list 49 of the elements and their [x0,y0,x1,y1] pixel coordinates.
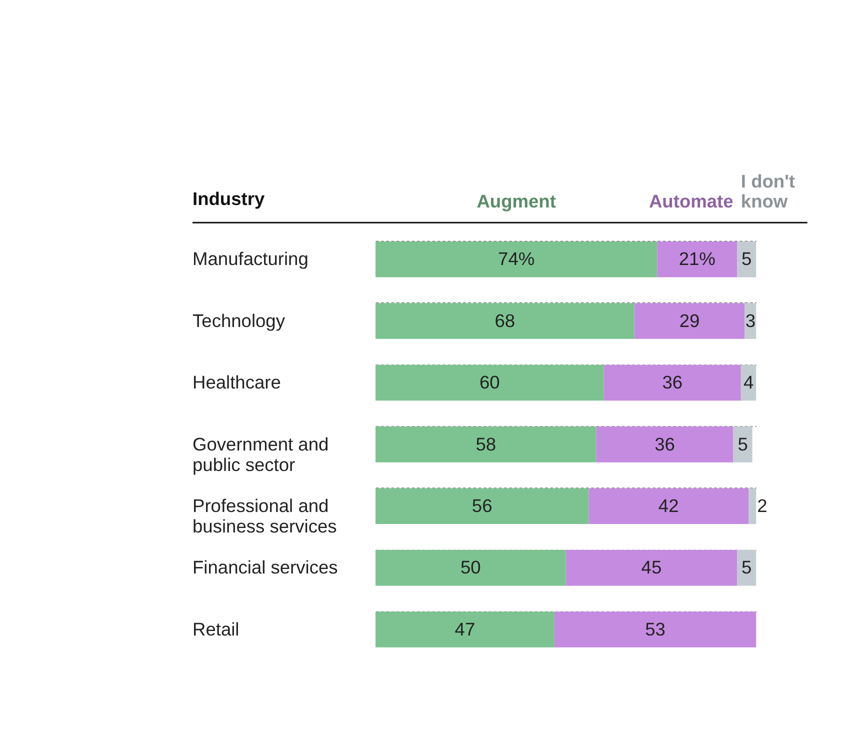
bar [376,303,634,339]
bar [566,550,738,586]
data-label: 5 [738,433,748,454]
y-tick-label: Technology [192,310,286,331]
series-label: I don't know [740,170,796,212]
data-label: 47 [454,618,476,640]
bar [376,612,554,648]
bar [554,612,756,648]
data-label: 42 [658,494,679,516]
y-tick-label: Manufacturing [192,248,308,270]
bar [657,241,738,278]
data-label: 60 [480,372,500,393]
bar [588,488,749,524]
data-label: 5 [742,248,752,270]
bar [376,426,596,462]
data-label: 3 [745,310,756,331]
bar [604,364,741,401]
bar [748,488,756,524]
y-axis-title: Industry [192,188,266,210]
data-label: 4 [743,372,754,393]
data-label: 68 [494,310,516,331]
bar [596,426,734,462]
bar [737,241,756,278]
series-label: Automate [648,190,734,212]
data-label: 58 [476,433,496,454]
bar [376,550,566,586]
data-label: 5 [742,556,752,578]
y-tick-label: Government and public sector [192,433,329,475]
data-label: 21% [678,248,716,270]
data-label: 36 [654,433,675,454]
y-tick-label: Retail [192,618,240,640]
data-label: 74% [498,248,535,270]
data-label: 36 [662,372,683,393]
bar [634,303,745,339]
data-label: 56 [472,494,492,516]
data-label: 50 [460,556,481,578]
y-tick-label: Financial services [192,556,338,578]
data-label: 53 [645,618,666,640]
bar [733,426,752,462]
data-label: 29 [679,310,700,331]
bar [376,241,658,278]
y-tick-label: Professional and business services [192,494,337,536]
bar [737,550,756,586]
series-label: Augment [476,190,556,212]
bar [376,488,589,524]
bar [376,364,604,401]
data-label: 45 [641,556,662,578]
data-label: 2 [757,494,768,516]
y-tick-label: Healthcare [192,372,281,393]
